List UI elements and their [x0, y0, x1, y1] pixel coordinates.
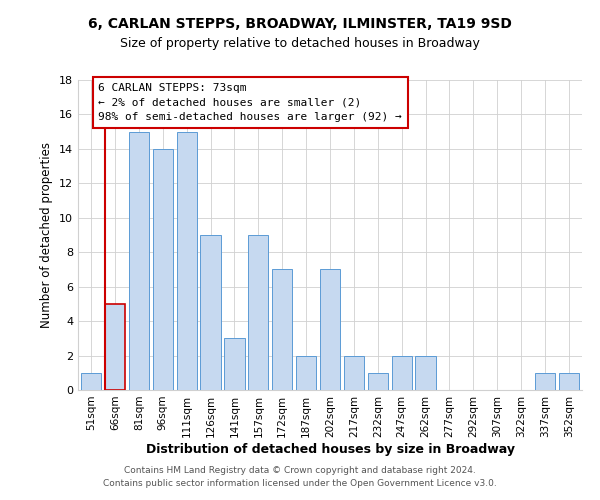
Bar	[415, 356, 436, 390]
Bar	[368, 373, 388, 390]
Text: Size of property relative to detached houses in Broadway: Size of property relative to detached ho…	[120, 38, 480, 51]
Bar	[176, 132, 197, 390]
Bar	[81, 373, 101, 390]
Bar	[559, 373, 579, 390]
Text: 6, CARLAN STEPPS, BROADWAY, ILMINSTER, TA19 9SD: 6, CARLAN STEPPS, BROADWAY, ILMINSTER, T…	[88, 18, 512, 32]
Text: Contains HM Land Registry data © Crown copyright and database right 2024.
Contai: Contains HM Land Registry data © Crown c…	[103, 466, 497, 487]
Bar	[320, 270, 340, 390]
X-axis label: Distribution of detached houses by size in Broadway: Distribution of detached houses by size …	[146, 442, 515, 456]
Bar	[129, 132, 149, 390]
Bar	[296, 356, 316, 390]
Bar	[224, 338, 245, 390]
Bar	[392, 356, 412, 390]
Bar	[248, 235, 268, 390]
Text: 6 CARLAN STEPPS: 73sqm
← 2% of detached houses are smaller (2)
98% of semi-detac: 6 CARLAN STEPPS: 73sqm ← 2% of detached …	[98, 82, 402, 122]
Y-axis label: Number of detached properties: Number of detached properties	[40, 142, 53, 328]
Bar	[272, 270, 292, 390]
Bar	[535, 373, 555, 390]
Bar	[200, 235, 221, 390]
Bar	[152, 149, 173, 390]
Bar	[344, 356, 364, 390]
Bar	[105, 304, 125, 390]
